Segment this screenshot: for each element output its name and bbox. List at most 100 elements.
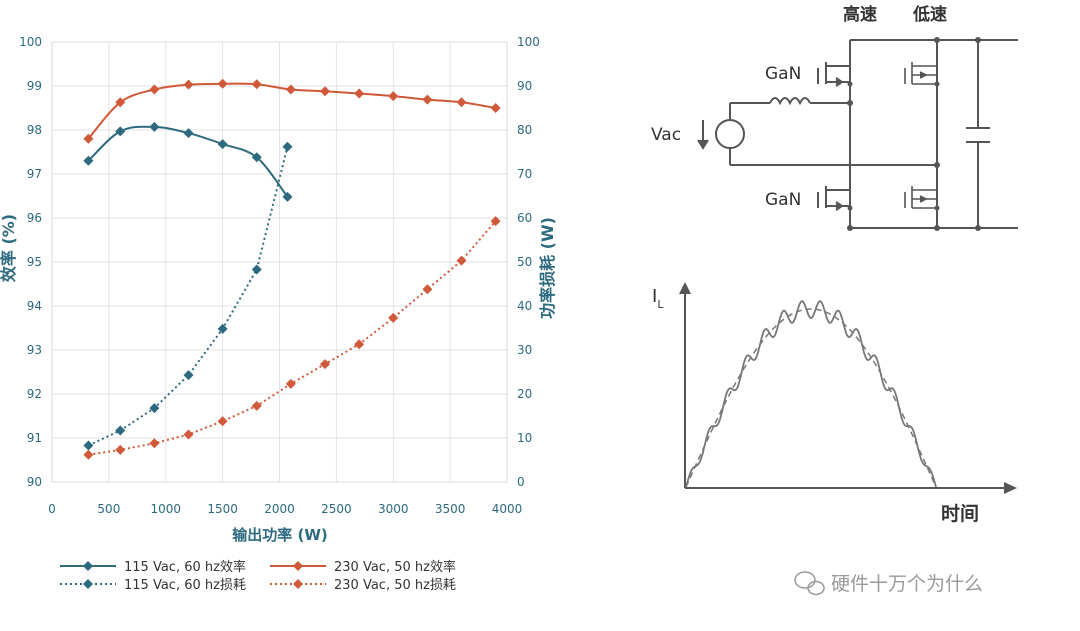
y-left-tick-label: 99 xyxy=(27,79,42,93)
data-point xyxy=(149,121,160,132)
chart-series xyxy=(83,78,501,460)
inductor-icon xyxy=(769,97,811,106)
data-point xyxy=(285,378,296,389)
data-point xyxy=(183,429,194,440)
legend-item-115-efficiency: 115 Vac, 60 hz效率 xyxy=(60,559,246,575)
x-tick-label: 2500 xyxy=(321,502,352,516)
data-point xyxy=(149,403,160,414)
data-point xyxy=(320,359,330,370)
data-point xyxy=(251,264,262,275)
legend-marker xyxy=(83,579,93,589)
circuit-nodes xyxy=(847,37,981,231)
legend-label: 230 Vac, 50 hz效率 xyxy=(334,559,456,575)
data-point xyxy=(251,152,262,163)
gan-switch-top: GaN xyxy=(765,62,850,87)
legend-label: 230 Vac, 50 hz损耗 xyxy=(334,578,456,593)
vac-arrow-head xyxy=(697,139,709,150)
y-left-tick-label: 91 xyxy=(27,431,42,445)
y-left-tick-label: 94 xyxy=(27,299,42,313)
data-point xyxy=(354,339,365,350)
data-point xyxy=(456,255,467,266)
y-right-tick-label: 40 xyxy=(517,299,532,313)
y-left-tick-label: 98 xyxy=(27,123,42,137)
legend-marker xyxy=(293,561,303,571)
legend-item-115-loss: 115 Vac, 60 hz损耗 xyxy=(60,578,246,593)
x-axis-label: 输出功率 (W) xyxy=(232,526,327,544)
series-2 xyxy=(83,141,293,451)
x-axis-ticks: 0 500 1000 1500 2000 2500 3000 3500 4000 xyxy=(48,502,522,516)
vac-label: Vac xyxy=(651,125,681,145)
y-left-tick-label: 97 xyxy=(27,167,42,181)
ripple-current-curve xyxy=(685,300,937,488)
y-right-tick-label: 90 xyxy=(517,79,532,93)
y-left-tick-label: 90 xyxy=(27,475,42,489)
y-left-axis-ticks: 90 91 92 93 94 95 96 97 98 99 100 xyxy=(19,35,42,489)
data-point xyxy=(251,400,262,411)
data-point xyxy=(183,79,194,90)
series-0 xyxy=(83,121,293,202)
data-point xyxy=(83,449,94,460)
data-point xyxy=(354,88,365,99)
legend-marker xyxy=(293,579,303,589)
data-point xyxy=(320,86,330,97)
data-point xyxy=(149,438,160,449)
y-left-tick-label: 95 xyxy=(27,255,42,269)
data-point xyxy=(217,323,228,334)
data-point xyxy=(251,79,262,90)
series-line xyxy=(88,220,497,456)
data-point xyxy=(217,78,228,89)
mosfet-low-speed-top xyxy=(904,62,937,85)
ac-source-icon xyxy=(715,119,745,149)
watermark-text: 硬件十万个为什么 xyxy=(831,573,983,595)
data-point xyxy=(115,97,126,108)
legend-item-230-loss: 230 Vac, 50 hz损耗 xyxy=(270,578,456,593)
data-point xyxy=(282,191,293,202)
mosfet-low-speed-bottom xyxy=(904,186,937,209)
x-tick-label: 3500 xyxy=(435,502,466,516)
data-point xyxy=(422,94,433,105)
waveform-x-arrow xyxy=(1004,482,1017,494)
x-tick-label: 4000 xyxy=(492,502,523,516)
x-tick-label: 500 xyxy=(97,502,120,516)
totem-pole-pfc-circuit: 高速 低速 Vac GaN xyxy=(651,4,1018,231)
series-line xyxy=(87,146,289,447)
data-point xyxy=(388,312,399,323)
data-point xyxy=(490,103,501,113)
waveform-x-label: 时间 xyxy=(941,503,979,525)
inductor-current-waveform: IL 时间 xyxy=(652,282,1017,525)
series-1 xyxy=(83,78,501,144)
data-point xyxy=(456,97,467,108)
x-tick-label: 1000 xyxy=(150,502,181,516)
data-point xyxy=(388,91,399,102)
data-point xyxy=(115,126,126,137)
gan-bottom-label: GaN xyxy=(765,190,801,210)
y-right-tick-label: 80 xyxy=(517,123,532,137)
watermark: 硬件十万个为什么 xyxy=(794,571,983,596)
data-point xyxy=(490,216,501,227)
wechat-icon xyxy=(794,571,825,596)
y-right-tick-label: 70 xyxy=(517,167,532,181)
low-speed-label: 低速 xyxy=(912,4,947,25)
legend-marker xyxy=(83,561,93,571)
y-right-axis-label: 功率损耗 (W) xyxy=(538,217,557,319)
data-point xyxy=(183,128,194,139)
gan-top-label: GaN xyxy=(765,64,801,84)
data-point xyxy=(422,284,433,295)
plot-frame xyxy=(51,41,508,483)
y-right-tick-label: 50 xyxy=(517,255,532,269)
y-left-tick-label: 96 xyxy=(27,211,42,225)
legend-label: 115 Vac, 60 hz损耗 xyxy=(124,578,246,593)
x-tick-label: 0 xyxy=(48,502,56,516)
data-point xyxy=(282,141,293,152)
waveform-y-label: IL xyxy=(652,286,664,311)
y-left-axis-label: 效率 (%) xyxy=(0,214,18,282)
efficiency-loss-chart: 0 500 1000 1500 2000 2500 3000 3500 4000 9091929… xyxy=(0,35,557,593)
data-point xyxy=(83,155,94,166)
y-right-axis-ticks: 0 10 20 30 40 50 60 70 80 90 100 xyxy=(517,35,540,489)
y-left-tick-label: 100 xyxy=(19,35,42,49)
x-tick-label: 2000 xyxy=(264,502,295,516)
y-right-tick-label: 100 xyxy=(517,35,540,49)
legend-item-230-efficiency: 230 Vac, 50 hz效率 xyxy=(270,559,456,575)
y-left-tick-label: 93 xyxy=(27,343,42,357)
